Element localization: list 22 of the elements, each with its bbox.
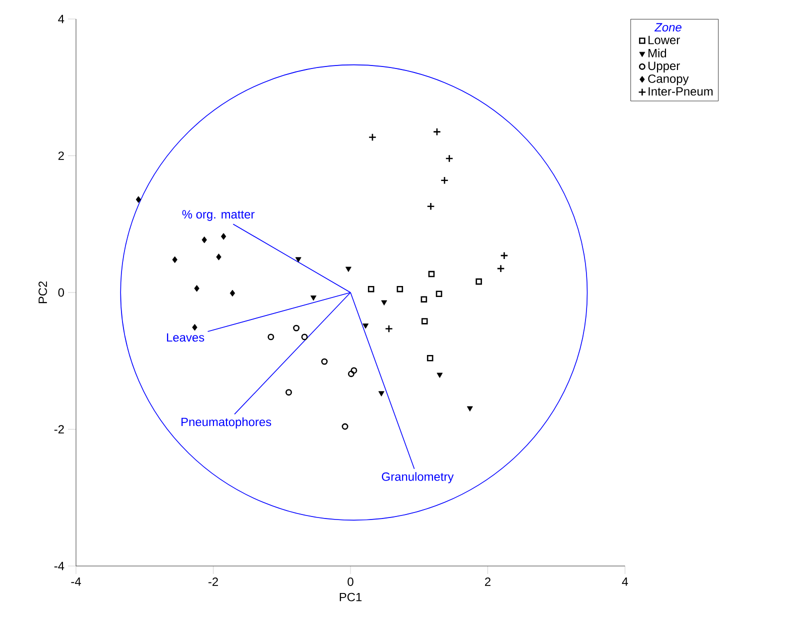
legend-label: Lower — [648, 36, 680, 44]
legend-label: Canopy — [648, 74, 689, 86]
series-label: Leaves — [167, 333, 204, 342]
x-tick-label: -2 — [208, 578, 218, 586]
series-label: % org. matter — [182, 210, 255, 221]
x-tick-label: -4 — [71, 578, 81, 586]
series-label: Granulometry — [382, 472, 454, 484]
x-tick-label: 2 — [485, 578, 490, 586]
y-tick-label: 4 — [58, 14, 64, 24]
legend-label: Inter-Pneum — [648, 87, 713, 96]
y-tick-label: 2 — [58, 152, 64, 160]
legend-title: Zone — [654, 23, 682, 32]
series-label: Pneumatophores — [182, 417, 272, 429]
y-tick-label: 0 — [58, 288, 64, 297]
y-tick-label: -2 — [54, 425, 64, 434]
y-tick-label: -4 — [54, 562, 64, 570]
x-tick-label: 4 — [622, 578, 628, 586]
legend-label: Upper — [648, 62, 680, 72]
y-axis-title: PC2 — [38, 281, 47, 304]
x-axis-title: PC1 — [340, 592, 362, 602]
legend-label: Mid — [648, 48, 666, 58]
x-tick-label: 0 — [348, 578, 354, 586]
